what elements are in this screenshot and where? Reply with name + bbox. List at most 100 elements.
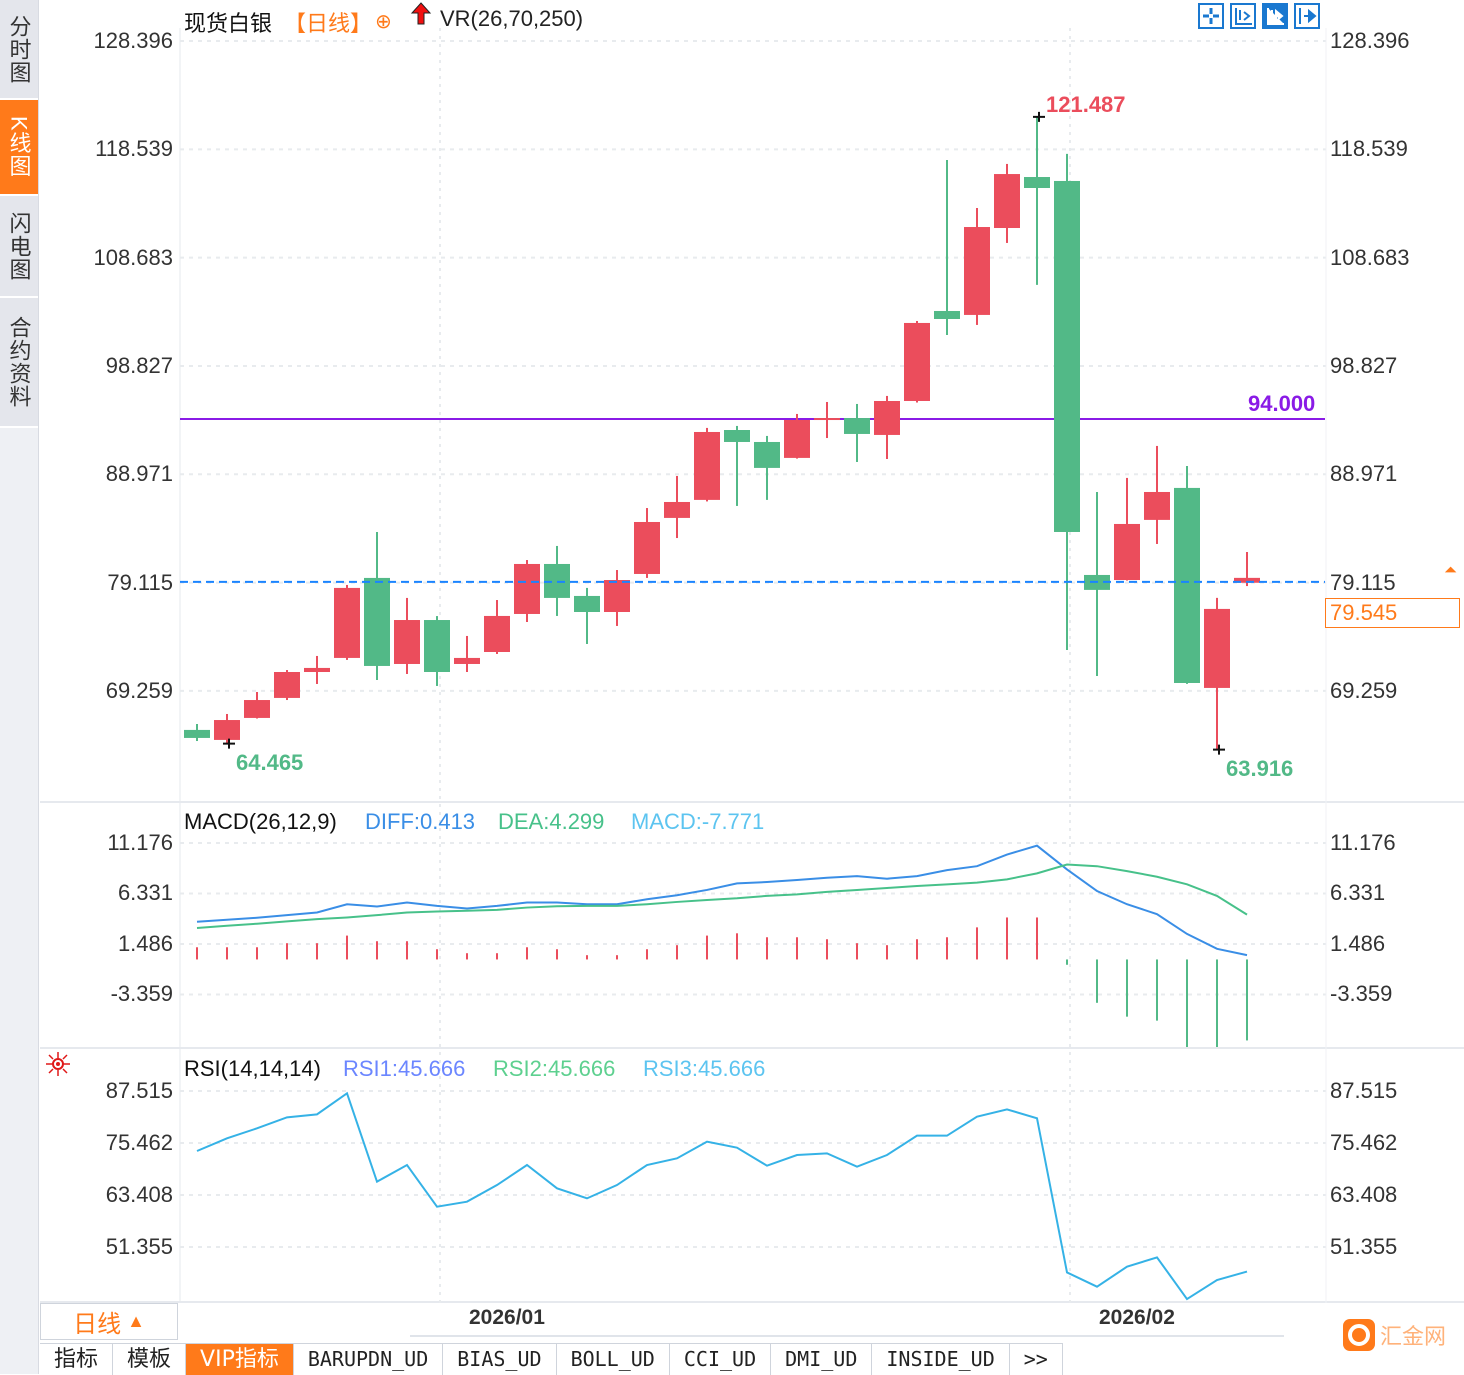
price-axis-tick-right: 69.259 xyxy=(1330,677,1398,703)
min-price-label: 63.916 xyxy=(1226,756,1294,781)
macd-panel xyxy=(196,844,1248,1047)
candle-body xyxy=(484,615,510,652)
symbol-title: 现货白银 xyxy=(184,11,273,36)
candle xyxy=(1174,465,1200,684)
macd-legend-dea: DEA:4.299 xyxy=(498,809,605,834)
tab-boll-ud[interactable]: BOLL_UD xyxy=(556,1344,670,1375)
price-alert-arrow-icon[interactable]: ⏶ xyxy=(1444,561,1457,579)
tab-vip指标[interactable]: VIP指标 xyxy=(186,1344,294,1375)
zoom-fit-icon[interactable] xyxy=(1230,3,1256,29)
candle-body xyxy=(934,310,960,320)
candle xyxy=(604,570,630,626)
candle xyxy=(274,670,300,701)
candle xyxy=(244,692,270,719)
candle xyxy=(394,597,420,674)
sidebar-tab-timeshare[interactable]: 分时图 xyxy=(0,0,38,100)
rsi-axis-tick-left: 63.408 xyxy=(105,1181,173,1207)
price-axis-tick-left: 69.259 xyxy=(105,677,173,703)
candle-body xyxy=(904,322,930,401)
hline-label: 94.000 xyxy=(1248,391,1316,416)
tab-模板[interactable]: 模板 xyxy=(113,1344,187,1375)
tab--[interactable]: >> xyxy=(1009,1344,1063,1375)
diff-line xyxy=(196,844,1248,957)
candle xyxy=(754,435,780,500)
candle-body xyxy=(994,174,1020,229)
macd-axis-tick-right: 6.331 xyxy=(1330,880,1386,906)
candle xyxy=(364,531,390,681)
indicator-label[interactable]: VR(26,70,250) xyxy=(440,6,584,31)
macd-axis-tick-left: 1.486 xyxy=(117,930,173,956)
candle-body xyxy=(214,720,240,740)
candle xyxy=(1084,491,1110,676)
candle-body xyxy=(394,620,420,664)
tab-dmi-ud[interactable]: DMI_UD xyxy=(771,1344,873,1375)
candle-body xyxy=(334,587,360,658)
macd-axis-tick-left: 6.331 xyxy=(117,880,173,906)
logo-text: 汇金网 xyxy=(1380,1324,1447,1349)
min-price-label: 64.465 xyxy=(236,750,304,775)
max-price-label: 121.487 xyxy=(1046,92,1126,117)
rsi-legend-3: RSI3:45.666 xyxy=(643,1056,766,1081)
crosshair-icon[interactable] xyxy=(1198,3,1224,29)
candle-body xyxy=(274,672,300,698)
candle-body xyxy=(244,700,270,718)
macd-title: MACD(26,12,9) xyxy=(184,809,337,834)
candle xyxy=(874,395,900,460)
candle xyxy=(514,560,540,622)
price-axis-tick-right: 128.396 xyxy=(1330,28,1410,53)
tab-inside-ud[interactable]: INSIDE_UD xyxy=(872,1344,1010,1375)
rsi-legend-2: RSI2:45.666 xyxy=(493,1056,616,1081)
sidebar-tab-kline[interactable]: K线图 xyxy=(0,100,38,196)
candle-body xyxy=(364,577,390,666)
move-right-icon[interactable] xyxy=(1294,3,1320,29)
sun-gear-icon[interactable] xyxy=(44,1050,72,1078)
candle xyxy=(1204,597,1230,750)
candle xyxy=(574,587,600,644)
candle xyxy=(304,655,330,684)
macd-axis-tick-right: -3.359 xyxy=(1330,981,1393,1007)
extreme-marker xyxy=(223,738,235,749)
tab-cci-ud[interactable]: CCI_UD xyxy=(669,1344,772,1375)
rsi-axis-tick-right: 75.462 xyxy=(1330,1129,1398,1155)
sidebar: 分时图 K线图 闪电图 合约资料 xyxy=(0,0,39,1374)
price-axis-tick-left: 88.971 xyxy=(105,461,173,487)
macd-axis-tick-right: 11.176 xyxy=(1330,830,1396,855)
rsi-axis-tick-right: 51.355 xyxy=(1330,1233,1398,1259)
sidebar-tab-contract[interactable]: 合约资料 xyxy=(0,298,38,428)
candle-body xyxy=(574,595,600,612)
tab-barupdn-ud[interactable]: BARUPDN_UD xyxy=(293,1344,444,1375)
tab-指标[interactable]: 指标 xyxy=(40,1344,114,1375)
price-axis-tick-left: 128.396 xyxy=(93,28,173,53)
candle-body xyxy=(454,657,480,664)
price-axis-tick-right: 118.539 xyxy=(1330,136,1408,162)
candle-body xyxy=(604,580,630,612)
macd-legend-diff: DIFF:0.413 xyxy=(365,809,476,834)
candle-body xyxy=(814,418,840,421)
period-selector[interactable]: 日线 ▲ xyxy=(40,1303,178,1340)
period-selector-label: 日线 xyxy=(73,1311,122,1338)
candle xyxy=(1054,153,1080,651)
circle-plus-icon[interactable]: ⊕ xyxy=(375,11,392,33)
tab-bias-ud[interactable]: BIAS_UD xyxy=(443,1344,557,1375)
period-label[interactable]: 【日线】 xyxy=(284,11,373,36)
rsi-axis-tick-left: 87.515 xyxy=(105,1078,173,1103)
candle xyxy=(634,508,660,578)
macd-legend-macd: MACD:-7.771 xyxy=(631,809,765,834)
caret-up-icon: ▲ xyxy=(127,1311,145,1331)
candle xyxy=(184,723,210,742)
candle-body xyxy=(634,521,660,574)
candle-body xyxy=(1024,177,1050,189)
sidebar-tab-flash[interactable]: 闪电图 xyxy=(0,196,38,298)
rsi-axis-tick-left: 51.355 xyxy=(105,1233,173,1259)
candle xyxy=(454,635,480,673)
candle xyxy=(1144,445,1170,544)
candle xyxy=(484,600,510,654)
candle-body xyxy=(724,430,750,442)
candle xyxy=(334,584,360,660)
rsi-axis-tick-right: 87.515 xyxy=(1330,1078,1398,1103)
candle xyxy=(994,163,1020,243)
rsi-axis-tick-left: 75.462 xyxy=(105,1129,173,1155)
scroll-to-end-icon[interactable] xyxy=(1262,3,1288,29)
rsi-legend-1: RSI1:45.666 xyxy=(343,1056,466,1081)
